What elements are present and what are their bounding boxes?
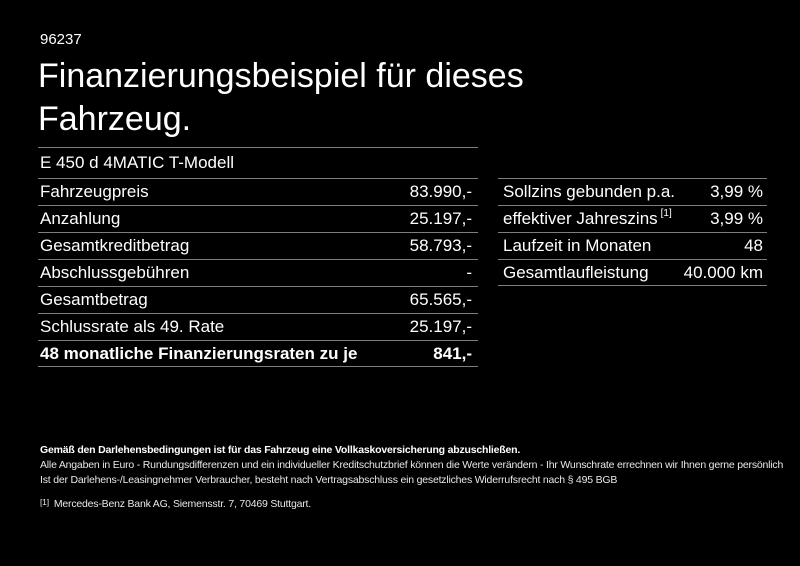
row-value: 58.793,- [409,236,472,255]
table-row: Abschlussgebühren - [38,259,478,286]
row-label: Sollzins gebunden p.a. [503,182,676,201]
disclaimer-line: Ist der Darlehens-/Leasingnehmer Verbrau… [40,474,618,486]
row-value: 25.197,- [409,317,472,336]
row-value: 3,99 % [710,182,763,201]
page-title-line2: Fahrzeug. [38,100,192,138]
row-label: Abschlussgebühren [40,263,190,282]
table-row: Gesamtlaufleistung 40.000 km [498,259,767,286]
row-label: Laufzeit in Monaten [503,236,652,255]
disclaimer-block: Gemäß den Darlehensbedingungen ist für d… [40,443,784,488]
vehicle-model: E 450 d 4MATIC T-Modell [40,153,235,172]
page-title: Finanzierungsbeispiel für dieses Fahrzeu… [38,55,524,141]
table-row: Sollzins gebunden p.a. 3,99 % [498,178,767,205]
table-row: Anzahlung 25.197,- [38,205,478,232]
row-label: Fahrzeugpreis [40,182,149,201]
document-number: 96237 [40,31,82,48]
footnote-reference: [1] [660,208,672,220]
finance-table: E 450 d 4MATIC T-Modell Fahrzeugpreis 83… [38,147,478,367]
table-row: Laufzeit in Monaten 48 [498,232,767,259]
row-label: Schlussrate als 49. Rate [40,317,225,336]
row-value: - [466,263,472,282]
table-row: Fahrzeugpreis 83.990,- [38,178,478,205]
row-label: effektiver Jahreszins [1] [503,208,672,228]
row-label: Gesamtlaufleistung [503,262,649,282]
table-row: Gesamtbetrag 65.565,- [38,286,478,313]
page-title-line1: Finanzierungsbeispiel für dieses [38,57,524,95]
footnote-marker: [1] [40,497,49,507]
row-value: 40.000 km [683,262,763,282]
row-value: 65.565,- [409,290,472,309]
row-value: 841,- [433,343,472,363]
table-row: Gesamtkreditbetrag 58.793,- [38,232,478,259]
vehicle-model-row: E 450 d 4MATIC T-Modell [38,147,478,178]
disclaimer-line: Alle Angaben in Euro - Rundungsdifferenz… [40,459,784,471]
row-label: 48 monatliche Finanzierungsraten zu je [40,343,358,363]
table-row: Schlussrate als 49. Rate 25.197,- [38,313,478,340]
row-label: Gesamtbetrag [40,290,148,309]
table-row: effektiver Jahreszins [1] 3,99 % [498,205,767,232]
row-label: Anzahlung [40,209,121,228]
row-value: 3,99 % [710,209,763,228]
row-value: 48 [744,236,763,255]
row-label: Gesamtkreditbetrag [40,236,190,255]
insurance-disclaimer: Gemäß den Darlehensbedingungen ist für d… [40,444,521,456]
footnote-text: Mercedes-Benz Bank AG, Siemensstr. 7, 70… [53,498,311,510]
row-value: 83.990,- [409,182,472,201]
monthly-rate-row: 48 monatliche Finanzierungsraten zu je 8… [38,340,478,367]
row-value: 25.197,- [409,209,472,228]
footnote: [1] Mercedes-Benz Bank AG, Siemensstr. 7,… [40,497,311,511]
rates-table: Sollzins gebunden p.a. 3,99 % effektiver… [498,178,767,286]
